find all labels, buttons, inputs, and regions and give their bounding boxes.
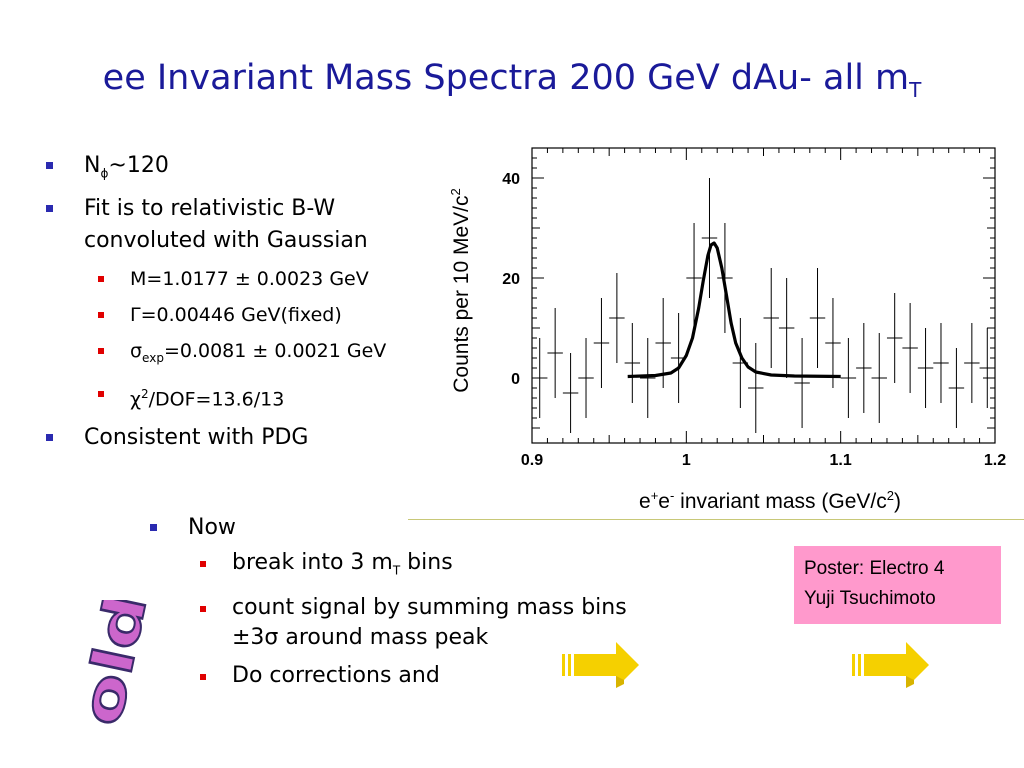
now-item-2-line-1: count signal by summing mass bins xyxy=(232,595,627,621)
bullet-marker xyxy=(98,276,104,283)
now-item-2-line-2: ±3σ around mass peak xyxy=(232,625,489,651)
x-label-part: invariant mass (GeV/c xyxy=(674,490,887,513)
y-tick-label: 0 xyxy=(511,371,520,388)
y-tick-label: 20 xyxy=(502,271,520,288)
poster-line-1: Poster: Electro 4 xyxy=(804,558,945,579)
old-stamp-text: old xyxy=(68,600,160,731)
divider-line xyxy=(408,519,1024,520)
sigma-subscript: exp xyxy=(142,351,164,366)
x-tick-label: 1.2 xyxy=(984,452,1006,469)
now-item-1: break into 3 mT bins xyxy=(150,548,710,585)
chi2-value: /DOF=13.6/13 xyxy=(148,388,285,411)
bullet-marker xyxy=(46,433,53,441)
x-label-part: e xyxy=(658,490,670,513)
x-tick-label: 1 xyxy=(682,452,691,469)
chi-symbol: χ xyxy=(130,388,141,411)
now-item-1-subscript: T xyxy=(392,563,401,578)
bullet-marker xyxy=(46,205,53,213)
bullet-marker xyxy=(98,312,104,319)
x-label-sup: + xyxy=(650,488,659,503)
bullet-n-phi: Nϕ~120 xyxy=(46,150,446,189)
bullet-marker xyxy=(150,524,157,531)
bullet-list: Nϕ~120 Fit is to relativistic B-W convol… xyxy=(46,150,446,458)
bullet-marker xyxy=(98,348,104,355)
consistent-text: Consistent with PDG xyxy=(84,424,309,450)
x-label-part: ) xyxy=(893,490,901,513)
x-axis-label: e+e- invariant mass (GeV/c2) xyxy=(560,488,980,514)
sigma-value: =0.0081 ± 0.0021 GeV xyxy=(163,340,387,363)
mass-spectrum-chart: 0.9 1 1.1 1.2 0 20 40 Counts per 10 MeV/c2 xyxy=(448,147,1006,469)
right-arrow-icon xyxy=(562,642,639,688)
bullet-now: Now xyxy=(150,512,710,544)
bullet-marker xyxy=(46,162,53,169)
bullet-marker xyxy=(200,606,206,613)
slide-title: ee Invariant Mass Spectra 200 GeV dAu- a… xyxy=(0,58,1024,102)
bullet-fit: Fit is to relativistic B-W convoluted wi… xyxy=(46,193,446,257)
x-label-sup: 2 xyxy=(886,488,894,503)
y-axis-label: Counts per 10 MeV/c2 xyxy=(448,188,473,393)
old-stamp: old xyxy=(67,600,161,732)
bullet-sigma: σexp=0.0081 ± 0.0021 GeV xyxy=(46,337,446,372)
bullet-consistent: Consistent with PDG xyxy=(46,422,446,454)
now-label: Now xyxy=(188,515,236,540)
now-item-3: Do corrections and xyxy=(150,661,710,691)
bullet-marker xyxy=(200,561,206,567)
right-arrow-icon xyxy=(852,642,929,688)
bullet-mass: M=1.0177 ± 0.0023 GeV xyxy=(46,265,446,293)
x-tick-label: 1.1 xyxy=(830,452,852,469)
fit-line-2: convoluted with Gaussian xyxy=(84,228,368,254)
n-phi-label: N xyxy=(84,153,101,178)
slide-title-text: ee Invariant Mass Spectra 200 GeV dAu- a… xyxy=(102,58,910,98)
x-label-part: e xyxy=(639,490,651,513)
sigma-symbol: σ xyxy=(130,340,143,363)
bullet-marker xyxy=(98,391,104,398)
now-item-3-text: Do corrections and xyxy=(232,663,440,689)
n-phi-value: ~120 xyxy=(108,153,169,178)
poster-line-2: Yuji Tsuchimoto xyxy=(804,588,936,609)
x-tick-label: 0.9 xyxy=(521,452,543,469)
poster-note: Poster: Electro 4 Yuji Tsuchimoto xyxy=(794,546,1001,624)
now-item-2: count signal by summing mass bins ±3σ ar… xyxy=(150,593,710,653)
bullet-chi2: χ2/DOF=13.6/13 xyxy=(46,380,446,413)
mass-value: M=1.0177 ± 0.0023 GeV xyxy=(130,268,369,291)
chi-superscript: 2 xyxy=(140,387,149,402)
bullet-marker xyxy=(200,674,206,681)
y-axis-label-sup: 2 xyxy=(448,188,463,195)
gamma-value: Γ=0.00446 GeV(fixed) xyxy=(130,304,342,327)
phi-subscript: ϕ xyxy=(100,166,109,181)
y-tick-label: 40 xyxy=(502,171,520,188)
fit-line-1: Fit is to relativistic B-W xyxy=(84,196,336,222)
fit-curve xyxy=(627,241,841,379)
now-section: Now break into 3 mT bins count signal by… xyxy=(150,512,710,699)
bullet-gamma: Γ=0.00446 GeV(fixed) xyxy=(46,301,446,329)
now-item-1-text: break into 3 m xyxy=(232,550,393,575)
slide-title-subscript: T xyxy=(909,78,922,102)
now-item-1-suffix: bins xyxy=(400,550,453,575)
x-label-sup: - xyxy=(669,488,675,503)
